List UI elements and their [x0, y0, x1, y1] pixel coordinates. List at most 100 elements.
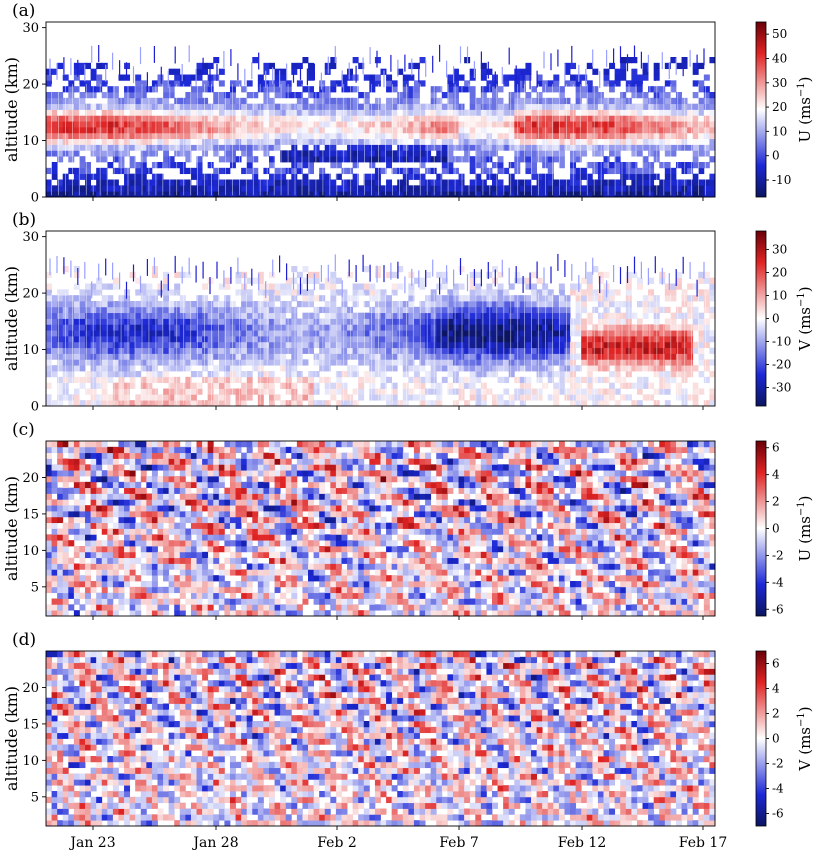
panel-label: (c): [12, 420, 35, 440]
colorbar-label-unit: (ms: [796, 307, 814, 335]
colorbar-tick-label: 6: [772, 441, 780, 455]
x-tick-label: Feb 2: [317, 835, 357, 850]
colorbar-gradient: [756, 22, 766, 197]
colorbar-gradient: [756, 231, 766, 406]
panel-a: (a) 0 10 20 30 altitude (km) -10 0 10 20 30 40 50 U (m…: [2, 1, 814, 206]
colorbar-label: V (ms−1): [796, 706, 814, 771]
colorbar-label: U (ms−1): [796, 495, 814, 561]
colorbar-label-unit: (ms: [796, 97, 814, 125]
colorbar-tick-label: 0: [772, 312, 780, 326]
heatmap-field: [46, 651, 716, 827]
colorbar-label: U (ms−1): [796, 76, 814, 142]
colorbar-tick-label: 50: [772, 27, 787, 41]
y-tick-label: 10: [22, 754, 39, 769]
colorbar-label-variable: U: [796, 130, 814, 143]
x-tick-label: Jan 28: [191, 835, 238, 850]
colorbar-label-unit: (ms: [796, 516, 814, 544]
colorbar-tick-label: 40: [772, 51, 787, 65]
heatmap-field: [46, 441, 716, 617]
y-tick-label: 0: [31, 191, 39, 206]
colorbar-frame: [755, 21, 767, 198]
y-tick-label: 10: [22, 544, 39, 559]
heatmap-field: [46, 253, 716, 407]
colorbar-tick-label: 30: [772, 242, 787, 256]
y-axis-label: altitude (km): [2, 476, 21, 581]
colorbar-label-variable: U: [796, 549, 814, 562]
plot-frame: [45, 21, 716, 198]
colorbar: -10 0 10 20 30 40 50 U (ms−1): [755, 21, 814, 198]
colorbar-tick-label: -2: [772, 757, 784, 771]
colorbar-tick-label: 6: [772, 657, 780, 671]
colorbar-label-variable: V: [796, 339, 814, 352]
x-tick-label: Feb 17: [679, 835, 727, 850]
colorbar-tick-label: -6: [772, 602, 784, 616]
y-tick-label: 10: [22, 134, 39, 149]
colorbar-tick-label: -4: [772, 782, 784, 796]
y-axis-label: altitude (km): [2, 57, 21, 162]
colorbar-tick-label: 10: [772, 124, 787, 138]
colorbar-label-exponent: −1: [796, 712, 807, 727]
y-axis-label: altitude (km): [2, 266, 21, 371]
colorbar-tick-label: -2: [772, 548, 784, 562]
colorbar-tick-label: 20: [772, 265, 787, 279]
y-tick-label: 20: [22, 287, 39, 302]
colorbar-label-unit: (ms: [796, 727, 814, 755]
colorbar-tick-label: -4: [772, 575, 784, 589]
colorbar: -6 -4 -2 0 2 4 6 U (ms−1): [755, 440, 814, 617]
y-tick-label: 5: [31, 790, 39, 805]
colorbar-tick-label: 0: [772, 149, 780, 163]
colorbar-gradient: [756, 651, 766, 826]
colorbar-tick-label: 4: [772, 468, 780, 482]
panel-label: (b): [12, 210, 36, 230]
colorbar-tick-label: -10: [772, 173, 791, 187]
y-tick-label: 20: [22, 78, 39, 93]
panel-label: (d): [12, 630, 36, 650]
colorbar-label-close: ): [796, 76, 814, 82]
colorbar-tick-label: 20: [772, 100, 787, 114]
plot-frame: [45, 440, 716, 617]
y-tick-label: 0: [31, 400, 39, 415]
y-tick-label: 20: [22, 471, 39, 486]
x-tick-label: Jan 23: [68, 835, 115, 850]
y-tick-label: 15: [22, 507, 39, 522]
x-tick-label: Feb 7: [439, 835, 479, 850]
colorbar: -30 -20 -10 0 10 20 30 V (ms−1): [755, 230, 814, 407]
colorbar-label-variable: V: [796, 759, 814, 772]
colorbar-label-close: ): [796, 706, 814, 712]
y-tick-label: 5: [31, 580, 39, 595]
panel-b: (b) 0 10 20 30 altitude (km) -30 -20 -10 0 10 20 30 V…: [2, 210, 814, 415]
colorbar-tick-label: 2: [772, 707, 780, 721]
colorbar-tick-label: -10: [772, 335, 791, 349]
colorbar-tick-label: 2: [772, 495, 780, 509]
y-axis-label: altitude (km): [2, 686, 21, 791]
heatmap-field: [46, 44, 716, 198]
colorbar-label: V (ms−1): [796, 286, 814, 351]
colorbar-tick-label: -20: [772, 358, 791, 372]
panel-label: (a): [12, 1, 35, 21]
shared-x-axis: Jan 23 Jan 28 Feb 2 Feb 7 Feb 12 Feb 17: [68, 835, 727, 850]
y-tick-label: 10: [22, 343, 39, 358]
plot-frame: [45, 230, 716, 407]
colorbar-label-exponent: −1: [796, 82, 807, 97]
colorbar-tick-label: -30: [772, 381, 791, 395]
y-tick-label: 15: [22, 717, 39, 732]
colorbar-tick-label: 0: [772, 732, 780, 746]
colorbar-tick-label: 4: [772, 682, 780, 696]
colorbar-label-close: ): [796, 286, 814, 292]
colorbar-tick-label: 30: [772, 76, 787, 90]
y-tick-label: 30: [22, 230, 39, 245]
colorbar-label-close: ): [796, 495, 814, 501]
colorbar-label-exponent: −1: [796, 292, 807, 307]
plot-frame: [45, 650, 716, 827]
x-tick-label: Feb 12: [558, 835, 606, 850]
y-tick-label: 20: [22, 681, 39, 696]
colorbar-tick-label: 0: [772, 522, 780, 536]
colorbar-gradient: [756, 441, 766, 616]
y-tick-label: 30: [22, 21, 39, 36]
colorbar: -6 -4 -2 0 2 4 6 V (ms−1): [755, 650, 814, 827]
colorbar-tick-label: 10: [772, 288, 787, 302]
colorbar-tick-label: -6: [772, 807, 784, 821]
